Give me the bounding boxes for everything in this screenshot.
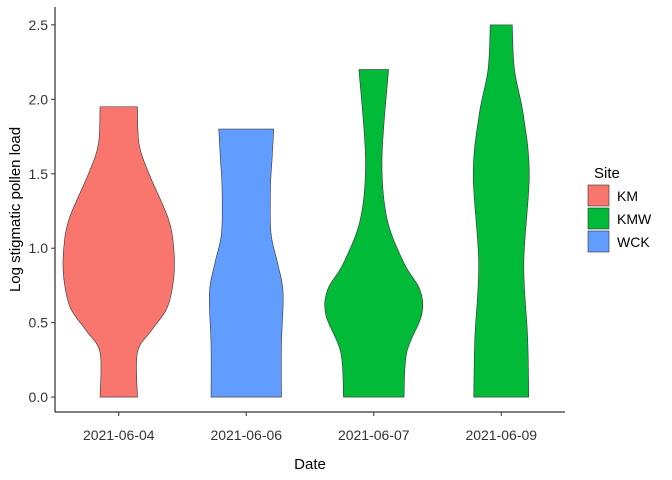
y-tick-label: 2.0: [29, 91, 49, 107]
y-tick-label: 0.0: [29, 389, 49, 405]
x-axis-ticks: 2021-06-04 2021-06-06 2021-06-07 2021-06-09: [83, 412, 537, 443]
legend-label-wck: WCK: [617, 234, 650, 250]
y-tick-label: 0.5: [29, 315, 49, 331]
y-tick-label: 2.5: [29, 17, 49, 33]
violin-2021-06-07-kmw: [324, 69, 424, 398]
x-tick-label: 2021-06-06: [210, 427, 282, 443]
legend-label-kmw: KMW: [617, 211, 652, 227]
x-tick-label: 2021-06-04: [83, 427, 155, 443]
x-tick-label: 2021-06-07: [338, 427, 410, 443]
x-tick-label: 2021-06-09: [465, 427, 537, 443]
legend: Site KM KMW WCK: [587, 165, 652, 253]
y-axis-title: Log stigmatic pollen load: [7, 127, 24, 292]
legend-key-kmw: [587, 207, 610, 230]
legend-key-wck: [587, 230, 610, 253]
y-tick-label: 1.5: [29, 166, 49, 182]
x-axis-title: Date: [294, 456, 326, 473]
y-tick-label: 1.0: [29, 240, 49, 256]
violin-2021-06-09-kmw: [472, 24, 530, 398]
y-axis-ticks: 0.0 0.5 1.0 1.5 2.0 2.5: [29, 17, 55, 405]
legend-title: Site: [594, 165, 620, 182]
legend-label-km: KM: [617, 188, 638, 204]
violins-layer: [62, 24, 530, 398]
violin-2021-06-06-wck: [208, 128, 284, 398]
legend-key-km: [587, 184, 610, 207]
violin-2021-06-04-km: [62, 106, 175, 398]
